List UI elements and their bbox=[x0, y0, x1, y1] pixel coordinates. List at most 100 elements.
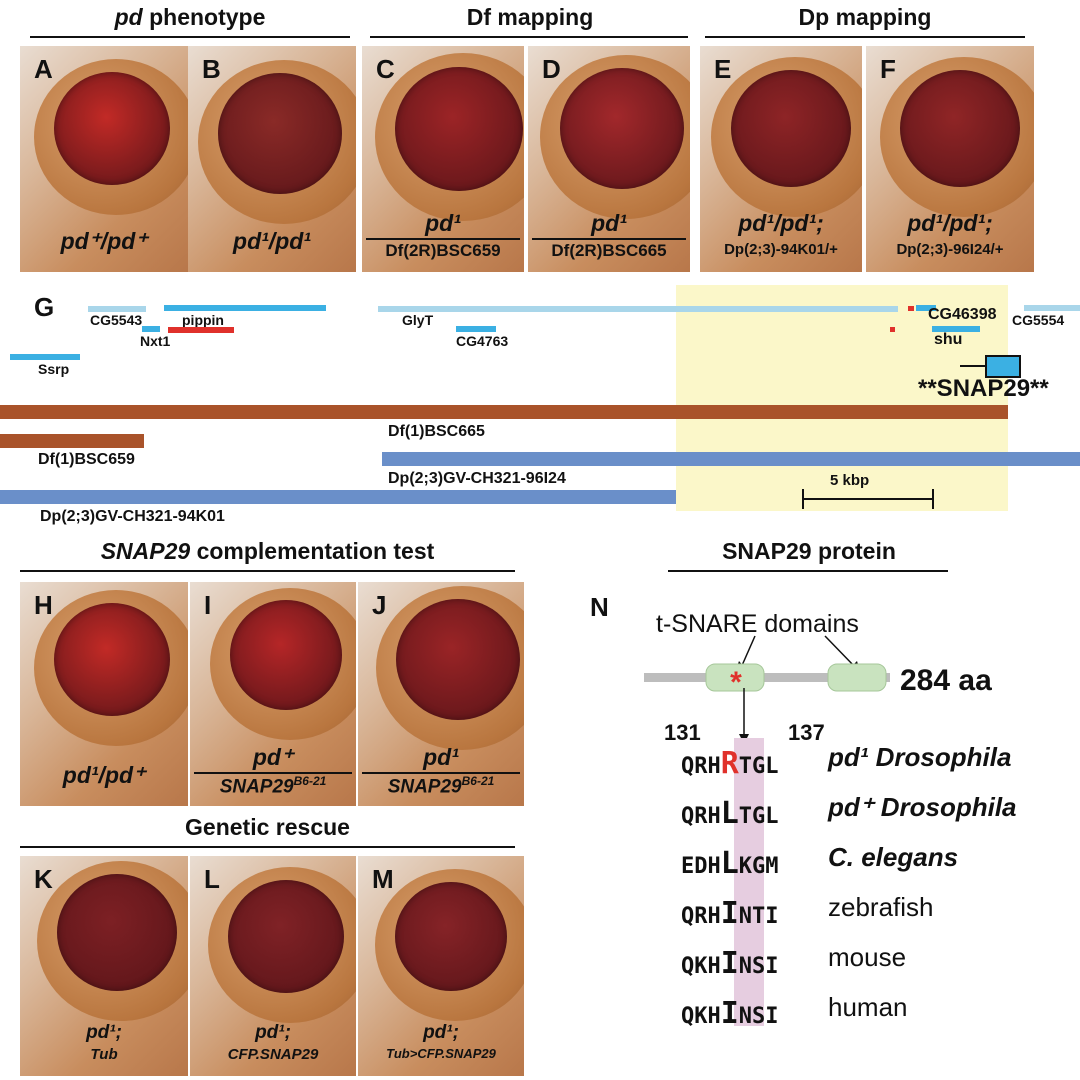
gene-pippin-long bbox=[164, 305, 326, 311]
genotype-bottom: SNAP29B6-21 bbox=[190, 774, 356, 798]
genotype-bottom: Dp(2;3)-96I24/+ bbox=[896, 241, 1004, 258]
section-rule bbox=[30, 36, 350, 38]
genotype-bottom-text: SNAP29 bbox=[219, 776, 294, 798]
seq-prefix: QRH bbox=[681, 904, 721, 929]
seq-residue: L bbox=[720, 796, 739, 831]
section-title-complementation: SNAP29 complementation test bbox=[100, 538, 435, 564]
seq-residue: R bbox=[720, 746, 739, 781]
gene-pippin-red bbox=[168, 327, 234, 333]
genotype-top: pd⁺ bbox=[252, 744, 294, 770]
seq-suffix: NSI bbox=[738, 954, 779, 979]
alignment-row: QRHLTGL bbox=[681, 796, 779, 831]
seq-suffix: NSI bbox=[738, 1004, 779, 1029]
gene-label: pippin bbox=[182, 312, 224, 328]
seq-suffix: KGM bbox=[738, 854, 779, 879]
section-rule bbox=[705, 36, 1025, 38]
seq-prefix: EDH bbox=[681, 854, 721, 879]
seq-prefix: QRH bbox=[681, 754, 721, 779]
scale-bar-label: 5 kbp bbox=[830, 472, 870, 489]
alignment-row: QRHRTGL bbox=[681, 746, 779, 781]
fly-eye bbox=[54, 603, 171, 717]
scale-bar-tick bbox=[802, 489, 804, 509]
allele-superscript: B6-21 bbox=[461, 774, 495, 788]
alignment-row: QKHINSI bbox=[681, 946, 779, 981]
seq-residue: I bbox=[720, 896, 739, 931]
species-label: pd¹ Drosophila bbox=[828, 742, 1012, 772]
seq-prefix: QRH bbox=[681, 804, 721, 829]
scale-bar-tick bbox=[932, 489, 934, 509]
alignment-row: QRHINTI bbox=[681, 896, 779, 931]
panel-letter: I bbox=[204, 590, 212, 620]
genotype-divider bbox=[532, 238, 686, 240]
genotype-top: pd¹ bbox=[591, 210, 627, 236]
protein-schematic: * bbox=[644, 635, 890, 744]
gene-red-mark bbox=[890, 327, 895, 332]
gene-cg4763 bbox=[456, 326, 496, 332]
species-label: zebrafish bbox=[828, 892, 934, 922]
gene-red-mark bbox=[908, 306, 914, 311]
gene-label: CG4763 bbox=[456, 333, 509, 349]
panel-letter: H bbox=[34, 590, 53, 620]
section-title-rescue: Genetic rescue bbox=[185, 814, 350, 840]
genotype-top: pd¹ bbox=[425, 210, 461, 236]
section-title-dp-mapping: Dp mapping bbox=[798, 4, 932, 30]
section-rule bbox=[668, 570, 948, 572]
genotype-top: pd¹/pd¹; bbox=[738, 210, 824, 236]
gene-cg5543 bbox=[88, 306, 146, 312]
section-title-df-mapping: Df mapping bbox=[466, 4, 594, 30]
genotype-top: pd¹; bbox=[86, 1022, 122, 1043]
gene-label: shu bbox=[934, 331, 963, 348]
seq-suffix: TGL bbox=[738, 804, 779, 829]
fly-eye bbox=[900, 70, 1021, 188]
gene-nxt1 bbox=[142, 326, 160, 332]
panel-letter: A bbox=[34, 54, 53, 84]
gene-label: Nxt1 bbox=[140, 333, 171, 349]
genotype-top: pd¹; bbox=[423, 1022, 459, 1043]
gene-shu bbox=[932, 326, 980, 332]
fly-eye bbox=[228, 880, 345, 994]
fly-eye bbox=[394, 882, 507, 992]
panel-letter: N bbox=[590, 592, 609, 622]
seq-prefix: QKH bbox=[681, 1004, 721, 1029]
bar-label: Df(1)BSC659 bbox=[38, 451, 135, 468]
t-snare-domain-2 bbox=[827, 663, 887, 692]
dp-96i24-bar bbox=[382, 452, 1080, 466]
species-label: C. elegans bbox=[828, 842, 959, 872]
gene-label: CG5543 bbox=[90, 312, 143, 328]
panel-letter: L bbox=[204, 864, 220, 894]
conserved-column bbox=[734, 738, 764, 1026]
section-rule bbox=[20, 846, 515, 848]
snap29-gene-arrow bbox=[960, 365, 986, 367]
scale-bar bbox=[802, 498, 934, 500]
highlight-region bbox=[676, 285, 1008, 511]
gene-label: GlyT bbox=[402, 312, 434, 328]
panel-letter: D bbox=[542, 54, 561, 84]
gene-cg5554 bbox=[1024, 305, 1080, 311]
gene-label: Ssrp bbox=[38, 361, 70, 377]
t-snare-domain-1 bbox=[705, 663, 765, 692]
position-start: 131 bbox=[664, 720, 701, 745]
panel-letter: G bbox=[34, 292, 55, 322]
genotype-divider bbox=[362, 772, 520, 774]
seq-residue: I bbox=[720, 996, 739, 1031]
gene-ssrp bbox=[10, 354, 80, 360]
t-snare-label: t-SNARE domains bbox=[656, 610, 859, 638]
dp-94k01-bar bbox=[0, 490, 676, 504]
bar-label: Dp(2;3)GV-CH321-94K01 bbox=[40, 508, 225, 525]
genotype-bottom: Tub bbox=[90, 1046, 118, 1063]
bar-label: Dp(2;3)GV-CH321-96I24 bbox=[388, 470, 566, 487]
gene-label: CG46398 bbox=[928, 306, 997, 323]
species-label: pd⁺ Drosophila bbox=[828, 792, 1017, 822]
fly-eye bbox=[559, 68, 684, 190]
genotype-label: pd¹/pd¹ bbox=[233, 228, 311, 254]
fly-eye bbox=[54, 72, 171, 186]
fly-eye bbox=[395, 599, 520, 721]
fly-eye bbox=[730, 70, 851, 188]
fly-eye bbox=[57, 873, 178, 991]
genotype-top: pd¹; bbox=[255, 1022, 291, 1043]
